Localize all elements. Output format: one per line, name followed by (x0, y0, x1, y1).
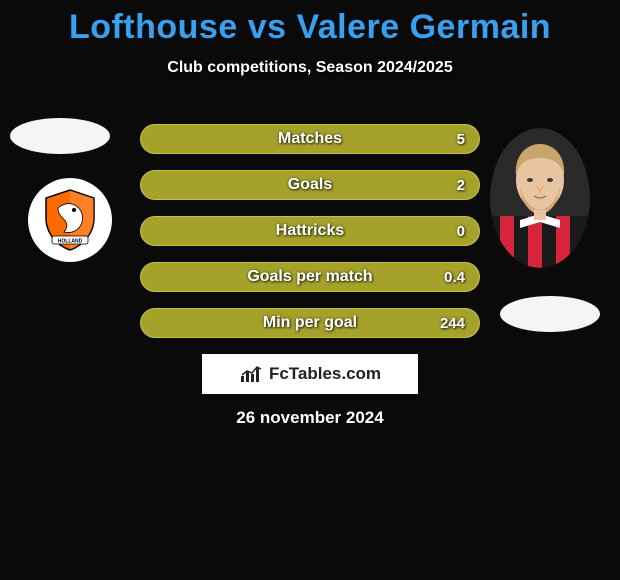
club-badge-icon: HOLLAND (38, 188, 102, 252)
stat-label: Matches (278, 130, 342, 148)
svg-text:HOLLAND: HOLLAND (58, 239, 83, 245)
player-left-badge: HOLLAND (28, 178, 112, 262)
stat-row: Min per goal 244 (140, 308, 480, 338)
date-text: 26 november 2024 (0, 408, 620, 428)
brand-text: FcTables.com (269, 364, 381, 384)
stat-label: Goals per match (247, 268, 372, 286)
page-title: Lofthouse vs Valere Germain (0, 0, 620, 47)
stats-bars: Matches 5 Goals 2 Hattricks 0 Goals per … (140, 124, 480, 354)
stat-value: 0.4 (444, 269, 465, 286)
player-right-photo (490, 128, 590, 268)
stat-value: 244 (440, 315, 465, 332)
stat-value: 0 (457, 223, 465, 240)
stat-row: Hattricks 0 (140, 216, 480, 246)
player-avatar-icon (490, 128, 590, 268)
brand-chart-icon (239, 364, 265, 384)
stat-label: Hattricks (276, 222, 344, 240)
stat-label: Min per goal (263, 314, 357, 332)
stat-row: Goals 2 (140, 170, 480, 200)
stat-value: 5 (457, 131, 465, 148)
stat-row: Goals per match 0.4 (140, 262, 480, 292)
page-subtitle: Club competitions, Season 2024/2025 (0, 59, 620, 77)
brand-box: FcTables.com (202, 354, 418, 394)
player-left-placeholder (10, 118, 110, 154)
stat-row: Matches 5 (140, 124, 480, 154)
stat-label: Goals (288, 176, 332, 194)
player-right-placeholder (500, 296, 600, 332)
stat-value: 2 (457, 177, 465, 194)
